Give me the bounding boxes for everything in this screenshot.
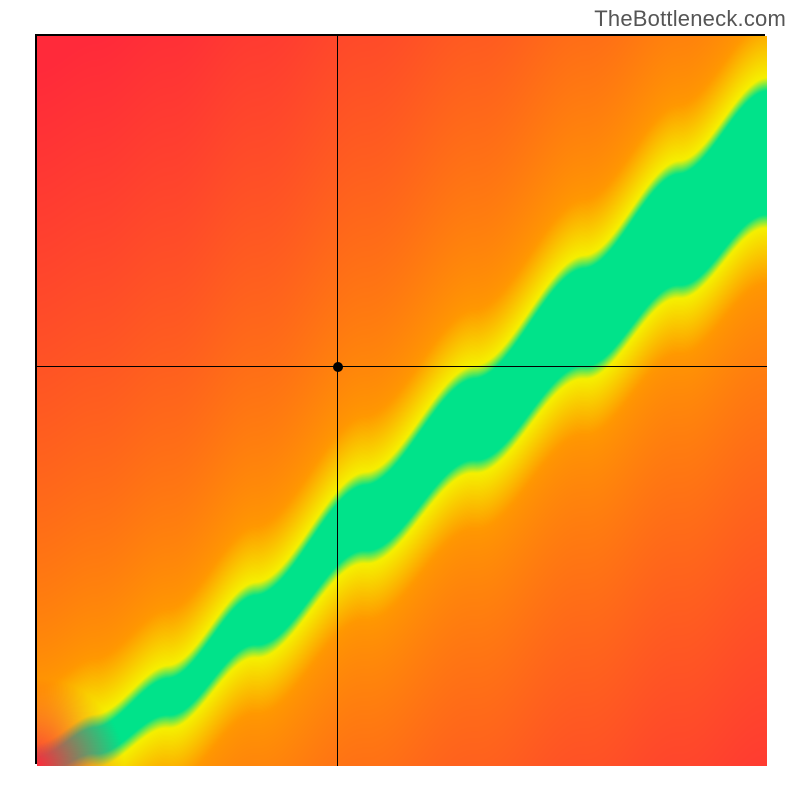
watermark-text: TheBottleneck.com: [594, 6, 786, 32]
crosshair-horizontal: [37, 366, 767, 367]
marker-point: [333, 362, 343, 372]
heatmap-canvas: [37, 36, 767, 766]
crosshair-vertical: [337, 36, 338, 766]
heatmap-frame: [35, 34, 765, 764]
chart-root: TheBottleneck.com: [0, 0, 800, 800]
